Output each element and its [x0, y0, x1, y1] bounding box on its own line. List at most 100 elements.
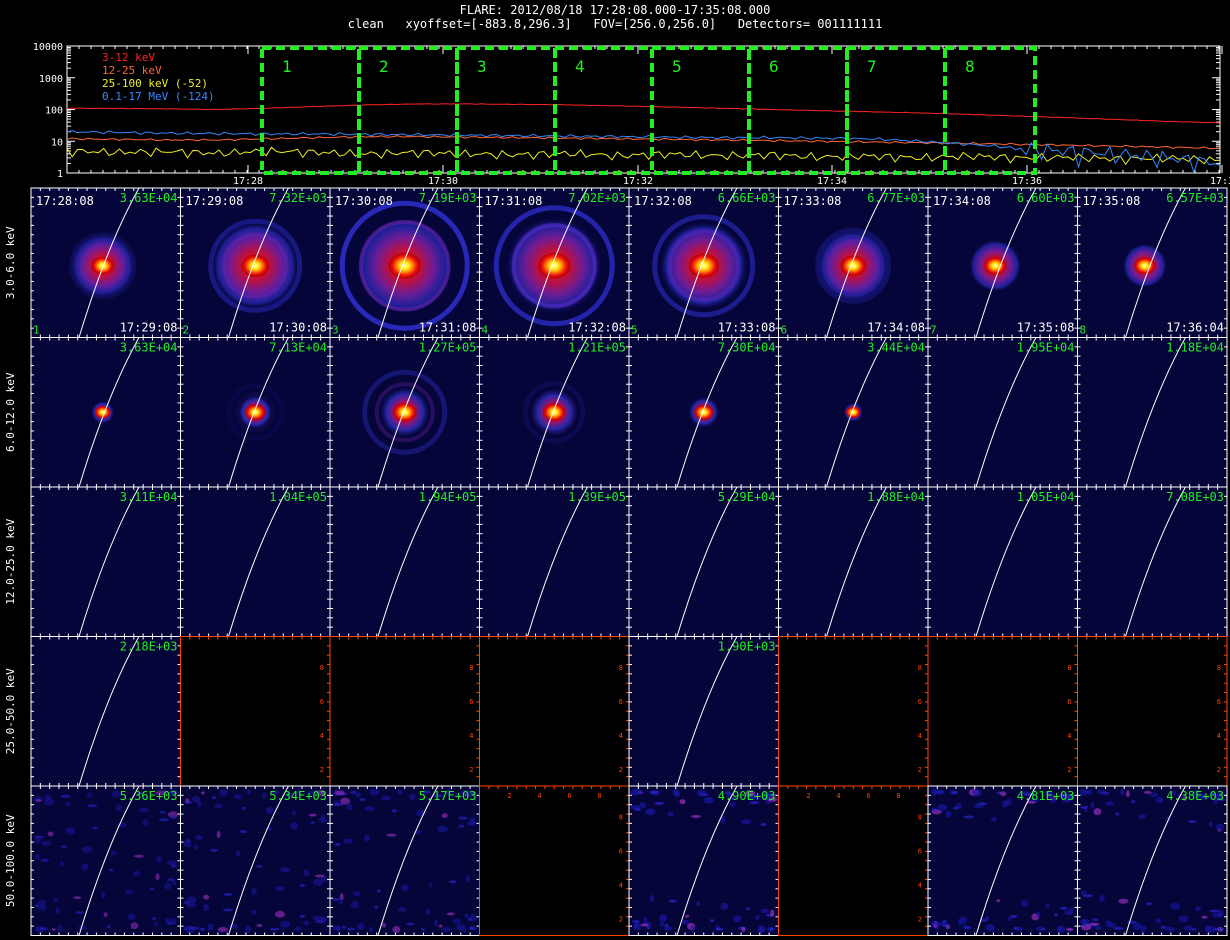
noise-speckle: [1087, 790, 1092, 796]
noise-speckle: [37, 899, 46, 907]
y-tick-label: 100: [45, 106, 63, 117]
image-cell: 3.11E+04: [30, 486, 181, 637]
noise-speckle: [203, 904, 210, 912]
interval-label: 1: [282, 57, 292, 76]
noise-speckle: [985, 924, 994, 931]
interval-box: [650, 46, 751, 175]
noise-speckle: [199, 927, 206, 931]
noise-speckle: [710, 919, 714, 923]
sidelobe-ring: [523, 381, 586, 444]
empty-axis-label: 2: [1217, 766, 1221, 774]
noise-speckle: [280, 920, 291, 928]
noise-speckle: [194, 844, 199, 850]
noise-speckle: [299, 914, 306, 918]
peak-flux-label: 1.04E+05: [269, 490, 327, 504]
noise-speckle: [1197, 793, 1206, 801]
interval-box: [943, 46, 1037, 175]
empty-axis-label: 4: [836, 792, 840, 800]
noise-speckle: [172, 918, 177, 926]
noise-speckle: [931, 808, 938, 812]
image-cell: 1.39E+05: [479, 486, 630, 637]
noise-speckle: [649, 790, 660, 794]
noise-speckle: [1093, 808, 1102, 816]
empty-axis-label: 4: [537, 792, 541, 800]
interval-label: 5: [672, 57, 682, 76]
noise-speckle: [73, 896, 82, 900]
solar-limb-arc: [228, 785, 289, 936]
source-core: [1134, 257, 1156, 275]
noise-speckle: [1045, 903, 1050, 909]
noise-speckle: [952, 791, 958, 794]
solar-limb-arc: [676, 636, 738, 787]
solar-limb-arc: [975, 337, 1037, 488]
noise-speckle: [645, 808, 656, 816]
empty-axis-label: 8: [320, 664, 324, 672]
noise-speckle: [142, 818, 149, 826]
noise-speckle: [1188, 820, 1197, 824]
noise-speckle: [333, 803, 344, 807]
image-cell: 5.17E+03: [329, 785, 480, 936]
image-cell: 7.19E+03 17:30:08 17:31:08 3: [329, 187, 480, 338]
panel-background: [628, 486, 779, 637]
noise-speckle: [1213, 797, 1218, 805]
peak-flux-label: 5.17E+03: [419, 789, 477, 803]
noise-speckle: [292, 810, 297, 816]
source-core: [984, 256, 1007, 275]
noise-speckle: [166, 878, 175, 882]
interval-number-label: 4: [482, 324, 489, 337]
noise-speckle: [1165, 926, 1175, 932]
noise-speckle: [441, 813, 448, 819]
noise-speckle: [364, 834, 370, 842]
noise-speckle: [65, 827, 76, 835]
noise-speckle: [757, 926, 766, 933]
noise-speckle: [192, 795, 201, 803]
noise-speckle: [941, 924, 950, 928]
image-cell: 7.02E+03 17:31:08 17:32:08 4: [479, 187, 630, 338]
noise-speckle: [35, 853, 40, 861]
noise-speckle: [1216, 792, 1225, 798]
noise-speckle: [749, 801, 760, 805]
source-core: [241, 254, 270, 277]
image-cell: 1.04E+05: [180, 486, 331, 637]
noise-speckle: [685, 914, 690, 918]
panel-background: [628, 636, 779, 787]
noise-speckle: [690, 925, 695, 933]
empty-axis-label: 8: [619, 664, 623, 672]
source-core: [95, 406, 111, 419]
noise-speckle: [397, 907, 406, 912]
sidelobe-ring: [362, 369, 448, 455]
peak-flux-label: 1.94E+05: [419, 490, 477, 504]
noise-speckle: [462, 925, 467, 933]
noise-speckle: [236, 850, 240, 858]
noise-speckle: [200, 791, 205, 795]
noise-speckle: [332, 925, 341, 931]
noise-speckle: [125, 889, 134, 895]
energy-band-label: 50.0-100.0 keV: [4, 814, 17, 907]
noise-speckle: [1095, 925, 1102, 931]
noise-speckle: [376, 889, 381, 893]
noise-speckle: [1036, 911, 1041, 918]
interval-box: [845, 46, 947, 175]
empty-axis-label: 8: [918, 814, 922, 822]
noise-speckle: [769, 927, 774, 931]
image-cell: 7.13E+04: [180, 337, 331, 488]
interval-number-label: 8: [1080, 324, 1087, 337]
sidelobe-ring: [339, 200, 470, 331]
noise-speckle: [1146, 902, 1153, 906]
image-cell: 4.90E+03: [628, 785, 779, 936]
noise-speckle: [343, 838, 354, 844]
solar-limb-arc: [527, 486, 588, 637]
interval-number-label: 6: [781, 324, 788, 337]
noise-speckle: [285, 793, 294, 796]
noise-speckle: [340, 797, 351, 805]
empty-axis-label: 4: [619, 732, 623, 740]
noise-speckle: [183, 926, 190, 932]
empty-axis-label: 4: [619, 882, 623, 890]
noise-speckle: [437, 825, 448, 833]
noise-speckle: [962, 924, 967, 930]
peak-flux-label: 5.29E+04: [718, 490, 776, 504]
noise-speckle: [934, 789, 945, 795]
empty-panel-frame: [479, 636, 630, 787]
empty-axis-label: 6: [320, 698, 324, 706]
noise-speckle: [1212, 912, 1223, 918]
